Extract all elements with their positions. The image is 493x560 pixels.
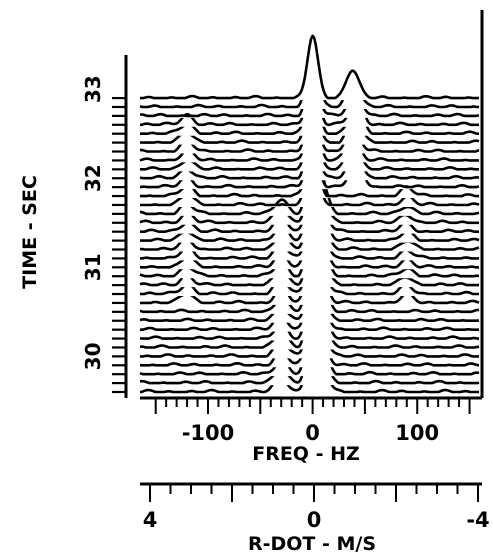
- range-rate-tick-label: 4: [143, 508, 158, 532]
- range-rate-axis-label: R-DOT - M/S: [248, 533, 376, 555]
- frequency-axis: -100 0 100: [140, 396, 482, 445]
- frequency-tick-label: -100: [182, 421, 235, 445]
- range-rate-tick-label: -4: [466, 508, 489, 532]
- time-axis-label: TIME - SEC: [19, 175, 41, 289]
- time-tick-label: 30: [81, 342, 105, 370]
- range-rate-tick-label: 0: [307, 508, 322, 532]
- time-tick-label: 33: [81, 75, 105, 103]
- trace-mask: [140, 35, 480, 101]
- frequency-tick-label: 0: [305, 421, 320, 445]
- frequency-tick-label: 100: [395, 421, 439, 445]
- spectral-traces: [139, 34, 480, 394]
- range-rate-axis: 4 0 -4: [140, 482, 490, 532]
- time-tick-label: 31: [81, 253, 105, 281]
- spectrum-trace: [140, 34, 479, 100]
- time-axis-ticks: 30 31 32 33: [81, 75, 126, 394]
- frequency-axis-label: FREQ - HZ: [252, 443, 360, 465]
- time-tick-label: 32: [81, 164, 105, 192]
